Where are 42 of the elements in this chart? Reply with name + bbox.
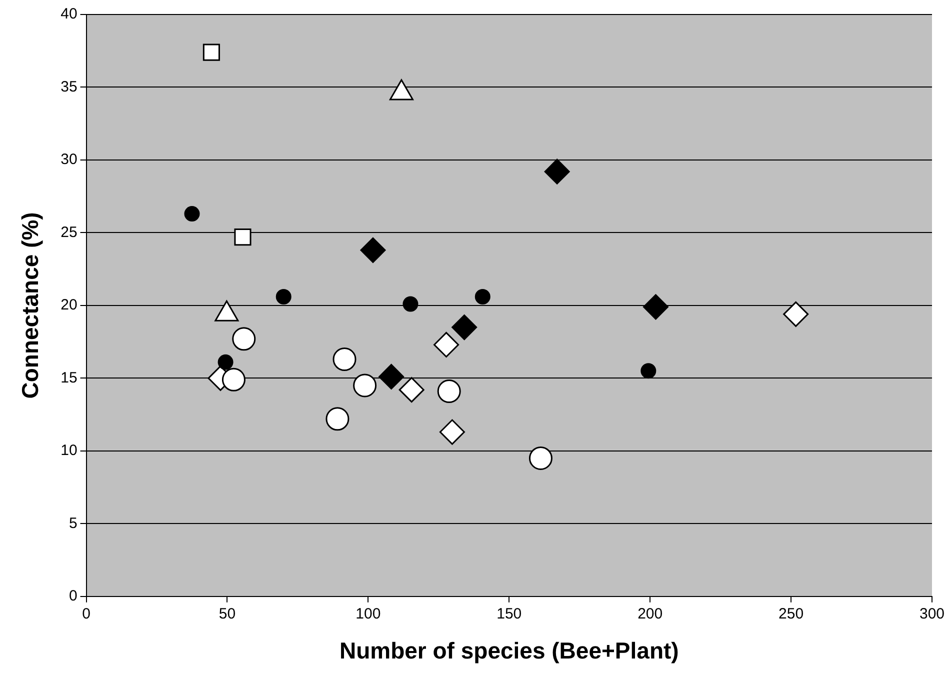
- x-tick-label: 100: [356, 606, 381, 623]
- y-tick-label: 5: [68, 514, 78, 532]
- y-axis-title: Connectance (%): [17, 212, 44, 399]
- x-tick-label: 50: [218, 606, 236, 623]
- y-tick-label: 15: [60, 369, 78, 386]
- point: [640, 363, 656, 379]
- point: [234, 228, 252, 246]
- point: [332, 348, 356, 372]
- y-tick-label: 0: [68, 588, 78, 605]
- y-tick-label: 25: [60, 224, 78, 241]
- x-tick-label: 250: [778, 606, 804, 623]
- x-tick-label: 300: [919, 606, 945, 623]
- x-tick-label: 200: [638, 606, 663, 623]
- point: [353, 374, 377, 398]
- y-tick-label: 20: [60, 296, 78, 314]
- y-tick-label: 10: [60, 442, 78, 460]
- point: [474, 288, 490, 304]
- point: [783, 301, 809, 327]
- point: [276, 288, 292, 304]
- point: [437, 380, 461, 404]
- y-tick-label: 40: [60, 6, 78, 23]
- point: [202, 44, 220, 61]
- y-tick-label: 30: [60, 151, 78, 168]
- point: [398, 377, 424, 403]
- point: [544, 158, 570, 184]
- point: [360, 237, 386, 263]
- point: [439, 419, 465, 445]
- point: [222, 368, 246, 392]
- point: [402, 296, 418, 312]
- point: [528, 446, 552, 470]
- point: [434, 332, 460, 358]
- x-tick-label: 0: [82, 606, 90, 623]
- point: [218, 354, 234, 370]
- point: [326, 407, 350, 431]
- x-tick-label: 150: [496, 606, 522, 623]
- point: [184, 206, 200, 222]
- point: [452, 314, 478, 340]
- x-axis-title: Number of species (Bee+Plant): [339, 638, 679, 664]
- point: [378, 364, 404, 390]
- point: [642, 294, 668, 320]
- point: [232, 327, 256, 351]
- y-tick-label: 35: [60, 78, 78, 96]
